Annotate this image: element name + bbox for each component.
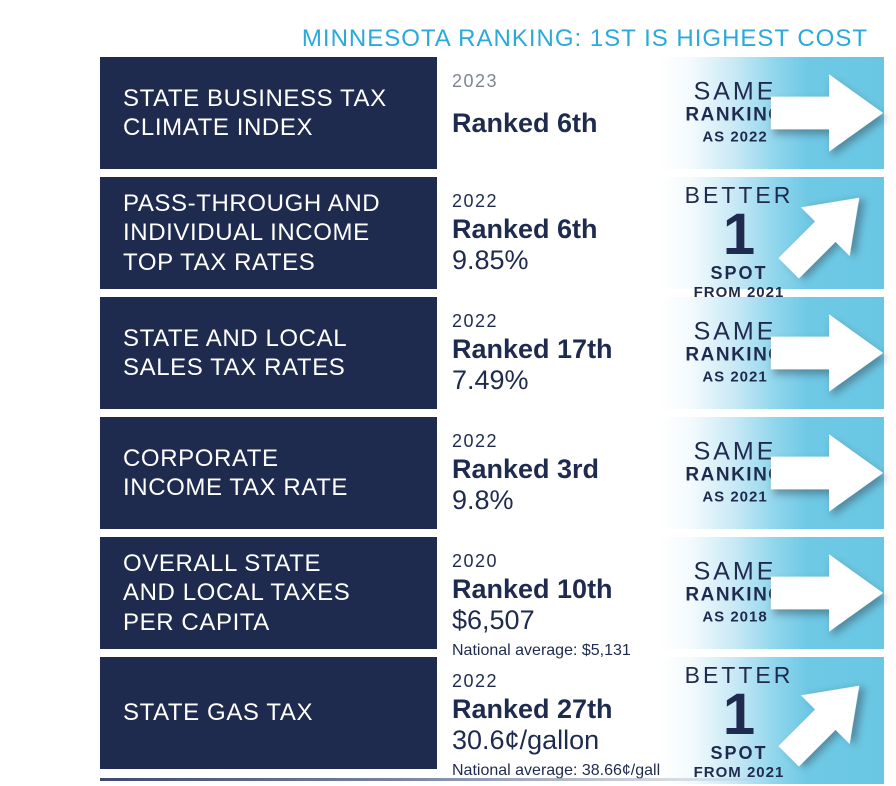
change-bottom-label: AS 2022 xyxy=(702,128,768,146)
rank-label: Ranked 27th xyxy=(452,694,613,724)
change-middle-label: RANKING xyxy=(685,344,785,366)
change-top-label: SAME xyxy=(693,437,777,466)
rank-detail: 2023 Ranked 6th xyxy=(452,57,677,169)
change-bottom-label: AS 2021 xyxy=(702,368,768,386)
category-box: STATE AND LOCAL SALES TAX RATES xyxy=(100,297,437,409)
change-panel: SAME RANKING AS 2022 xyxy=(660,57,884,169)
category-box: STATE GAS TAX xyxy=(100,657,437,769)
rank-detail: 2020 Ranked 10th $6,507 National average… xyxy=(452,537,677,659)
category-label: OVERALL STATE AND LOCAL TAXES PER CAPITA xyxy=(123,550,351,636)
change-top-label: SAME xyxy=(693,557,777,586)
change-top-label: BETTER xyxy=(684,662,794,688)
national-average-label: National average: $5,131 xyxy=(452,641,631,659)
year-label: 2023 xyxy=(452,71,499,91)
change-text: SAME RANKING AS 2021 xyxy=(674,437,796,508)
right-arrow-icon xyxy=(770,554,884,632)
value-label: 30.6¢/gallon xyxy=(452,724,600,755)
year-label: 2020 xyxy=(452,551,499,571)
rank-label: Ranked 3rd xyxy=(452,454,600,484)
change-middle-label: RANKING xyxy=(685,104,785,126)
category-label: STATE BUSINESS TAX CLIMATE INDEX xyxy=(123,84,387,141)
up-right-arrow-icon xyxy=(778,685,860,767)
right-arrow-icon xyxy=(770,434,884,512)
change-middle-label: SPOT xyxy=(710,262,768,283)
up-right-arrow-icon xyxy=(778,197,860,279)
ranking-row-corporate-income-tax: CORPORATE INCOME TAX RATE 2022 Ranked 3r… xyxy=(0,417,896,529)
page-title: MINNESOTA RANKING: 1ST IS HIGHEST COST xyxy=(301,25,868,52)
change-middle-label: SPOT xyxy=(710,742,768,763)
right-arrow-icon xyxy=(770,314,884,392)
rank-detail: 2022 Ranked 6th 9.85% xyxy=(452,177,677,289)
change-bottom-label: FROM 2021 xyxy=(693,764,785,782)
change-panel: BETTER 1 SPOT FROM 2021 xyxy=(660,177,884,301)
year-label: 2022 xyxy=(452,671,499,691)
ranking-row-passthrough-income: PASS-THROUGH AND INDIVIDUAL INCOME TOP T… xyxy=(0,177,896,301)
change-text: SAME RANKING AS 2018 xyxy=(674,557,796,628)
year-label: 2022 xyxy=(452,191,499,211)
change-bottom-label: AS 2021 xyxy=(702,488,768,506)
change-text: SAME RANKING AS 2021 xyxy=(674,317,796,388)
change-middle-label: RANKING xyxy=(685,464,785,486)
category-label: PASS-THROUGH AND INDIVIDUAL INCOME TOP T… xyxy=(123,190,381,276)
change-top-label: SAME xyxy=(693,77,777,106)
value-label: 7.49% xyxy=(452,364,529,395)
category-box: OVERALL STATE AND LOCAL TAXES PER CAPITA xyxy=(100,537,437,649)
value-label: $6,507 xyxy=(452,604,535,635)
year-label: 2022 xyxy=(452,311,499,331)
change-panel: SAME RANKING AS 2021 xyxy=(660,297,884,409)
change-panel: BETTER 1 SPOT FROM 2021 xyxy=(660,657,884,784)
change-top-label: SAME xyxy=(693,317,777,346)
category-box: PASS-THROUGH AND INDIVIDUAL INCOME TOP T… xyxy=(100,177,437,289)
rank-label: Ranked 10th xyxy=(452,574,613,604)
value-label: 9.8% xyxy=(452,484,514,515)
rank-detail: 2022 Ranked 3rd 9.8% xyxy=(452,417,677,529)
change-panel: SAME RANKING AS 2021 xyxy=(660,417,884,529)
category-box: STATE BUSINESS TAX CLIMATE INDEX xyxy=(100,57,437,169)
change-middle-label: RANKING xyxy=(685,584,785,606)
change-big-number: 1 xyxy=(722,682,756,748)
change-text: BETTER 1 SPOT FROM 2021 xyxy=(676,662,802,783)
change-top-label: BETTER xyxy=(684,182,794,208)
change-big-number: 1 xyxy=(722,202,756,268)
category-box: CORPORATE INCOME TAX RATE xyxy=(100,417,437,529)
category-label: STATE GAS TAX xyxy=(123,699,314,727)
ranking-row-business-tax-climate: STATE BUSINESS TAX CLIMATE INDEX 2023 Ra… xyxy=(0,57,896,169)
ranking-row-sales-tax: STATE AND LOCAL SALES TAX RATES 2022 Ran… xyxy=(0,297,896,409)
change-panel: SAME RANKING AS 2018 xyxy=(660,537,884,649)
rank-label: Ranked 17th xyxy=(452,334,613,364)
change-bottom-label: AS 2018 xyxy=(702,608,768,626)
rank-label: Ranked 6th xyxy=(452,108,598,138)
rank-detail: 2022 Ranked 27th 30.6¢/gallon National a… xyxy=(452,657,678,779)
national-average-label: National average: 38.66¢/gallon xyxy=(452,761,678,779)
change-text: SAME RANKING AS 2022 xyxy=(674,77,796,148)
rank-detail: 2022 Ranked 17th 7.49% xyxy=(452,297,677,409)
category-label: CORPORATE INCOME TAX RATE xyxy=(123,444,349,501)
ranking-row-taxes-per-capita: OVERALL STATE AND LOCAL TAXES PER CAPITA… xyxy=(0,537,896,659)
year-label: 2022 xyxy=(452,431,499,451)
ranking-row-gas-tax: STATE GAS TAX 2022 Ranked 27th 30.6¢/gal… xyxy=(0,657,896,784)
right-arrow-icon xyxy=(770,74,884,152)
rank-label: Ranked 6th xyxy=(452,214,598,244)
category-label: STATE AND LOCAL SALES TAX RATES xyxy=(123,324,348,381)
next-row-divider xyxy=(100,778,756,781)
value-label: 9.85% xyxy=(452,244,529,275)
